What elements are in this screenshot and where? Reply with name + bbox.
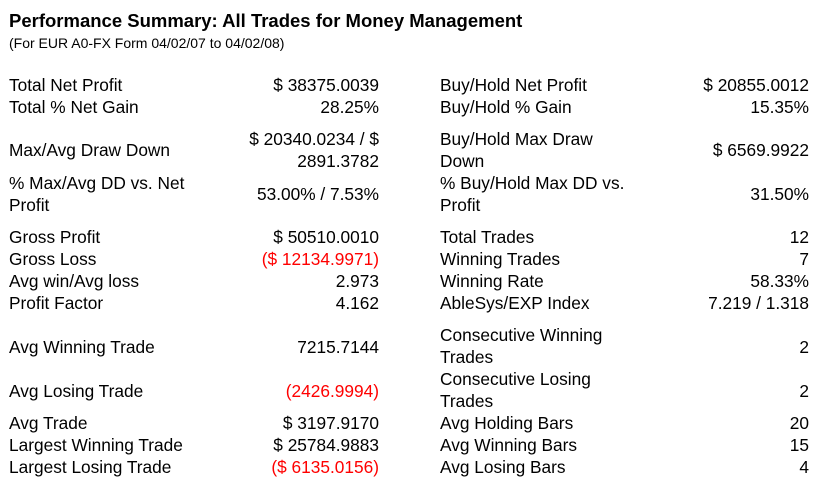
left-label-gross-profit: Gross Profit xyxy=(9,227,101,247)
right-value-avg-losing-bars: 4 xyxy=(799,457,809,477)
left-label-max-avg-dd-vs-net-profit: % Max/Avg DD vs. Net Profit xyxy=(9,173,185,215)
right-label-total-trades: Total Trades xyxy=(440,227,535,247)
right-value-avg-holding-bars: 20 xyxy=(789,413,809,433)
right-label-buyhold-max-drawdown: Buy/Hold Max Draw Down xyxy=(440,129,593,171)
right-label-avg-losing-bars: Avg Losing Bars xyxy=(440,457,566,477)
right-value-winning-rate: 58.33% xyxy=(750,271,809,291)
left-value-total-net-profit: $ 38375.0039 xyxy=(273,75,379,95)
right-label-avg-winning-bars: Avg Winning Bars xyxy=(440,435,578,455)
left-label-gross-loss: Gross Loss xyxy=(9,249,97,269)
left-value-profit-factor: 4.162 xyxy=(335,293,379,313)
right-label-buyhold-gain: Buy/Hold % Gain xyxy=(440,97,572,117)
right-value-buyhold-max-dd-vs-profit: 31.50% xyxy=(750,184,809,204)
left-value-largest-losing-trade: ($ 6135.0156) xyxy=(271,457,379,477)
right-label-buyhold-max-dd-vs-profit: % Buy/Hold Max DD vs. Profit xyxy=(440,173,625,215)
right-value-ablesys-exp-index: 7.219 / 1.318 xyxy=(708,293,809,313)
left-value-avg-losing-trade: (2426.9994) xyxy=(285,381,379,401)
left-value-gross-loss: ($ 12134.9971) xyxy=(261,249,379,269)
left-value-largest-winning-trade: $ 25784.9883 xyxy=(273,435,379,455)
left-value-gross-profit: $ 50510.0010 xyxy=(273,227,379,247)
right-label-avg-holding-bars: Avg Holding Bars xyxy=(440,413,574,433)
left-label-avg-losing-trade: Avg Losing Trade xyxy=(9,381,144,401)
right-value-total-trades: 12 xyxy=(789,227,809,247)
right-label-buyhold-net-profit: Buy/Hold Net Profit xyxy=(440,75,587,95)
right-value-buyhold-net-profit: $ 20855.0012 xyxy=(703,75,809,95)
left-label-avg-winning-trade: Avg Winning Trade xyxy=(9,337,155,357)
right-value-winning-trades: 7 xyxy=(799,249,809,269)
left-label-total-net-gain: Total % Net Gain xyxy=(9,97,139,117)
report-subtitle: (For EUR A0-FX Form 04/02/07 to 04/02/08… xyxy=(9,35,285,51)
left-label-largest-winning-trade: Largest Winning Trade xyxy=(9,435,183,455)
left-label-avg-trade: Avg Trade xyxy=(9,413,88,433)
left-label-avg-win-avg-loss: Avg win/Avg loss xyxy=(9,271,139,291)
left-value-avg-win-avg-loss: 2.973 xyxy=(335,271,379,291)
left-value-total-net-gain: 28.25% xyxy=(320,97,379,117)
right-label-consecutive-losing-trades: Consecutive Losing Trades xyxy=(440,369,591,411)
right-value-avg-winning-bars: 15 xyxy=(789,435,809,455)
right-label-winning-rate: Winning Rate xyxy=(440,271,544,291)
right-value-buyhold-max-drawdown: $ 6569.9922 xyxy=(712,140,809,160)
left-value-max-avg-drawdown: $ 20340.0234 / $ 2891.3782 xyxy=(249,129,379,171)
left-label-total-net-profit: Total Net Profit xyxy=(9,75,123,95)
report-title: Performance Summary: All Trades for Mone… xyxy=(9,10,523,31)
right-label-winning-trades: Winning Trades xyxy=(440,249,561,269)
left-label-profit-factor: Profit Factor xyxy=(9,293,104,313)
left-value-avg-trade: $ 3197.9170 xyxy=(282,413,379,433)
right-value-consecutive-winning-trades: 2 xyxy=(799,337,809,357)
left-label-largest-losing-trade: Largest Losing Trade xyxy=(9,457,172,477)
left-value-avg-winning-trade: 7215.7144 xyxy=(297,337,379,357)
right-value-buyhold-gain: 15.35% xyxy=(750,97,809,117)
left-value-max-avg-dd-vs-net-profit: 53.00% / 7.53% xyxy=(256,184,379,204)
right-label-consecutive-winning-trades: Consecutive Winning Trades xyxy=(440,325,603,367)
right-label-ablesys-exp-index: AbleSys/EXP Index xyxy=(440,293,590,313)
left-label-max-avg-drawdown: Max/Avg Draw Down xyxy=(9,140,171,160)
right-value-consecutive-losing-trades: 2 xyxy=(799,381,809,401)
